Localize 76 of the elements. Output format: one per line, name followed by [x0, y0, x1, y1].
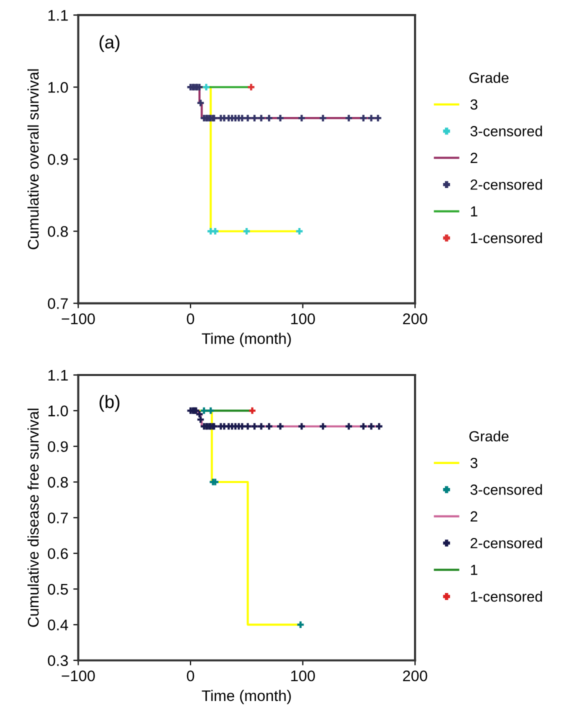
point [249, 407, 256, 414]
point [196, 410, 203, 418]
x-tick-label: 0 [186, 670, 194, 682]
annotation: (a) [100, 35, 120, 52]
point [244, 114, 252, 122]
y-tick-label: 0.4 [48, 620, 68, 630]
x-tick-label: 200 [403, 670, 428, 682]
legend-label: 2 [470, 152, 478, 163]
point [197, 416, 204, 423]
y-tick-label: 0.7 [48, 298, 68, 309]
y-tick-label: 0.7 [48, 512, 68, 524]
point [346, 423, 352, 430]
point [374, 114, 382, 122]
point [296, 228, 303, 234]
point [346, 114, 352, 122]
point [243, 228, 250, 234]
point [360, 114, 367, 122]
point [248, 84, 254, 90]
x-tick-label: −100 [62, 313, 95, 324]
point [297, 621, 304, 628]
legend-label: 1-censored [471, 591, 542, 602]
point [368, 423, 375, 430]
point [298, 114, 305, 122]
x-tick-label: 200 [403, 313, 428, 324]
legend-label: 3 [470, 458, 478, 468]
legend-label: 2 [470, 511, 478, 522]
point [200, 407, 208, 414]
annotation: (b) [100, 394, 120, 412]
point [320, 423, 326, 430]
point [266, 423, 272, 430]
y-tick-label: 0.8 [48, 226, 68, 237]
point [207, 407, 214, 414]
point [298, 423, 305, 430]
legend-label: 3-censored [470, 126, 542, 136]
legend-label: 1 [471, 564, 478, 575]
y-tick-label: 0.9 [48, 154, 68, 165]
y-tick-label: 0.6 [48, 548, 68, 560]
point [197, 100, 204, 106]
legend-title: Grade [469, 430, 508, 442]
y-tick-label: 0.9 [48, 441, 68, 452]
point [251, 114, 258, 122]
y-axis-title: Cumulative overall survival [27, 69, 39, 250]
point [251, 423, 258, 430]
y-tick-label: 1.1 [48, 10, 68, 21]
y-tick-label: 1.1 [48, 370, 68, 381]
x-axis-title: Time (month) [202, 332, 291, 348]
point [320, 114, 326, 122]
point [376, 423, 382, 430]
legend-label: 3 [470, 99, 478, 110]
y-tick-label: 0.8 [48, 476, 68, 488]
point [266, 114, 272, 122]
y-tick-label: 1.0 [48, 82, 68, 93]
x-tick-label: 100 [291, 313, 315, 324]
legend-label: 3-censored [470, 484, 542, 495]
point [277, 423, 284, 430]
y-tick-label: 1.0 [48, 406, 68, 416]
x-tick-label: −100 [62, 670, 95, 682]
legend-label: 1 [471, 206, 478, 216]
x-tick-label: 0 [186, 313, 194, 324]
legend-label: 1-censored [471, 232, 542, 244]
y-axis-title: Cumulative disease free survival [27, 408, 39, 627]
point [244, 423, 252, 430]
point [258, 423, 264, 430]
x-axis-title: Time (month) [202, 690, 291, 704]
x-tick-label: 100 [291, 670, 315, 682]
legend-label: 2-censored [470, 538, 542, 548]
legend-label: 2-censored [470, 179, 542, 190]
y-tick-label: 0.5 [48, 584, 68, 595]
point [368, 114, 375, 122]
point [360, 423, 367, 430]
y-tick-label: 0.3 [48, 655, 68, 666]
legend-title: Grade [469, 72, 508, 83]
point [202, 84, 210, 90]
point [212, 228, 218, 234]
point [258, 114, 264, 122]
point [277, 114, 284, 122]
